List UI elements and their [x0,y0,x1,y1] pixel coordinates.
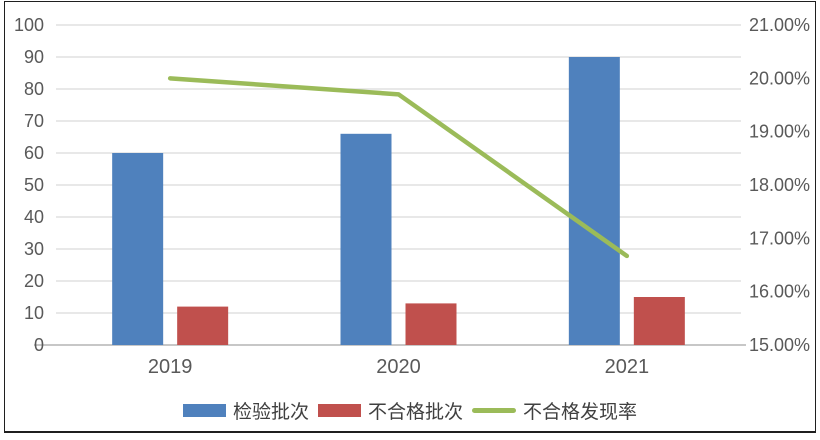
legend-label-unqualified-rate: 不合格发现率 [523,401,638,423]
legend-item-inspection-batches: 检验批次 [182,397,309,424]
bar-检验批次-2021 [568,57,620,345]
right-axis-tick-label: 16.00% [749,282,810,302]
bar-检验批次-2020 [340,133,392,345]
right-axis-tick-label: 15.00% [749,335,810,355]
left-axis-tick-label: 70 [24,111,44,131]
left-axis-tick-label: 20 [24,271,44,291]
line-不合格发现率 [167,76,630,259]
chart-frame: 0 10 20 30 40 50 60 70 80 90 100 15.00% 16.00% 17.00%… [4,1,816,433]
legend-label-unqualified-batches: 不合格批次 [367,401,463,423]
left-axis-tick-label: 40 [24,207,44,227]
left-axis-tick-label: 0 [34,335,44,355]
right-axis-tick-label: 17.00% [749,228,810,248]
x-axis-category-label: 2020 [376,356,421,378]
bar-不合格批次-2019 [177,306,229,345]
bar-检验批次-2019 [112,153,164,345]
x-axis-category-label: 2021 [605,356,650,378]
right-axis-tick-label: 21.00% [749,15,810,35]
right-axis-tick-label: 18.00% [749,175,810,195]
chart-legend: 检验批次 不合格批次 不合格发现率 [5,395,815,425]
combo-chart: 0 10 20 30 40 50 60 70 80 90 100 15.00% 16.00% 17.00%… [14,15,810,378]
legend-swatch-blue-bar [182,403,226,417]
legend-item-unqualified-rate: 不合格发现率 [472,397,637,424]
legend-label-inspection-batches: 检验批次 [232,401,309,423]
bar-不合格批次-2020 [405,303,457,345]
right-axis-tick-label: 20.00% [749,68,810,88]
legend-item-unqualified-batches: 不合格批次 [317,397,463,424]
right-axis-tick-label: 19.00% [749,122,810,142]
left-axis-tick-label: 10 [24,303,44,323]
left-axis-tick-label: 30 [24,239,44,259]
left-axis-tick-label: 50 [24,175,44,195]
left-axis-tick-label: 100 [14,15,44,35]
legend-swatch-green-line [472,407,516,413]
left-axis-tick-label: 60 [24,143,44,163]
bar-不合格批次-2021 [633,297,685,345]
x-axis-category-label: 2019 [148,356,193,378]
legend-swatch-red-bar [317,403,361,417]
left-axis-tick-label: 80 [24,79,44,99]
left-axis-tick-label: 90 [24,47,44,67]
